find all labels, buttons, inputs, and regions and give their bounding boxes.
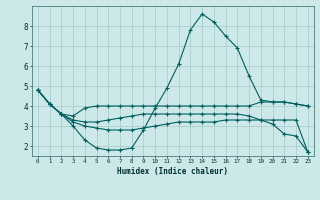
X-axis label: Humidex (Indice chaleur): Humidex (Indice chaleur) [117,167,228,176]
